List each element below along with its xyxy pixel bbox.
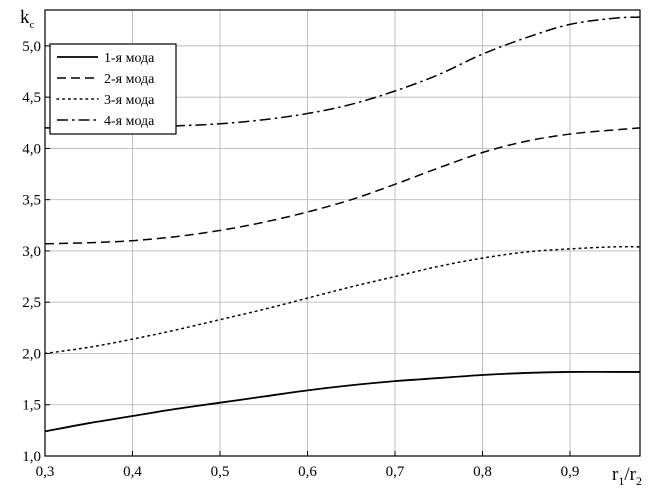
y-tick-label: 1,5	[22, 398, 41, 414]
x-tick-label: 0,5	[211, 464, 230, 480]
x-tick-label: 0,7	[386, 464, 405, 480]
y-tick-label: 1,0	[22, 449, 41, 465]
grid	[45, 10, 640, 456]
legend-box	[49, 43, 177, 135]
series-line-mode-2	[44, 127, 641, 245]
y-tick-label: 4,5	[22, 90, 41, 106]
y-tick-label: 5,0	[22, 39, 41, 55]
legend-label: 4-я мода	[104, 114, 155, 129]
plot-frame	[44, 9, 641, 457]
y-tick-label: 3,0	[22, 244, 41, 260]
series-line-mode-1	[44, 370, 640, 433]
x-tick-label: 0,4	[123, 464, 142, 480]
x-tick-label: 0,9	[561, 464, 580, 480]
y-tick-label: 2,5	[22, 295, 41, 311]
legend-label: 3-я мода	[104, 93, 155, 108]
y-tick-label: 3,5	[22, 193, 41, 209]
x-tick-label: 0,6	[298, 464, 317, 480]
legend-label: 1-я мода	[104, 51, 155, 66]
legend-label: 2-я мода	[104, 72, 155, 87]
series-line-mode-4	[44, 16, 641, 129]
y-tick-label: 4,0	[22, 141, 41, 157]
series-line-mode-3	[44, 245, 641, 355]
series-lines	[44, 16, 641, 433]
x-tick-label: 0,8	[473, 464, 492, 480]
x-tick-label: 0,3	[36, 464, 55, 480]
y-axis-label: kc	[20, 7, 35, 31]
tick-labels: 0,3 0,4 0,5 0,6 0,7 0,8 0,9 1,0 1,5 2,0 2,5 3,0 3,5 4…	[22, 39, 579, 480]
y-tick-label: 2,0	[22, 346, 41, 362]
x-axis-label: r1/r2	[612, 464, 642, 488]
legend: 1-я мода 2-я мода 3-я мода 4-я мода	[49, 43, 177, 135]
